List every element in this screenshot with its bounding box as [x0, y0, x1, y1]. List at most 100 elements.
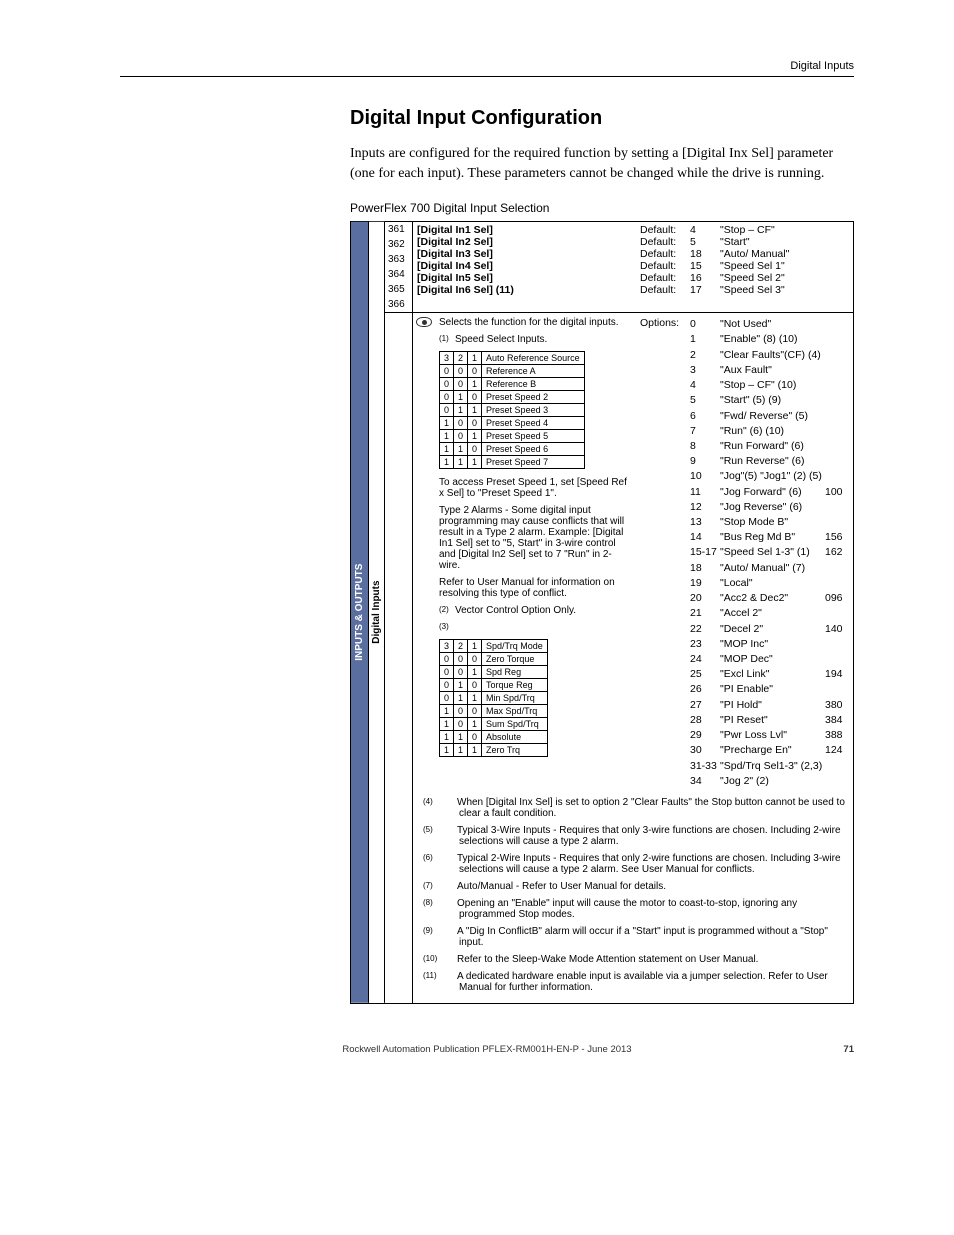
param-num: 365: [385, 282, 412, 297]
footnote-marker: (5): [441, 825, 457, 834]
option-num: 13: [690, 515, 716, 530]
table-cell: 1: [454, 744, 468, 757]
table-cell: 1: [454, 731, 468, 744]
footnote: (6)Typical 2-Wire Inputs - Requires that…: [441, 853, 847, 875]
table-cell: 0: [454, 378, 468, 391]
table-cell: Absolute: [482, 731, 548, 744]
table-cell: 1: [454, 404, 468, 417]
table-header: 1: [468, 640, 482, 653]
table-header: 1: [468, 352, 482, 365]
table-cell: 1: [454, 443, 468, 456]
default-val: "Start": [720, 236, 821, 248]
footnote-marker: (8): [441, 898, 457, 907]
option-ref: [825, 439, 851, 454]
option-val: "Speed Sel 1-3" (1): [720, 545, 821, 560]
option-val: "Excl Link": [720, 667, 821, 682]
option-num: 0: [690, 317, 716, 332]
option-num: 8: [690, 439, 716, 454]
option-val: "Not Used": [720, 317, 821, 332]
param-num: 361: [385, 222, 412, 237]
option-val: "Pwr Loss Lvl": [720, 728, 821, 743]
footnote-text: Refer to the Sleep-Wake Mode Attention s…: [457, 954, 758, 965]
option-ref: [825, 759, 851, 774]
table-header: 2: [454, 352, 468, 365]
footnote: (10)Refer to the Sleep-Wake Mode Attenti…: [441, 954, 847, 965]
footnote-marker: (6): [441, 853, 457, 862]
type2-note: Type 2 Alarms - Some digital input progr…: [439, 505, 632, 571]
option-num: 1: [690, 332, 716, 347]
option-ref: 124: [825, 743, 851, 758]
default-label: Default:: [640, 236, 686, 248]
option-val: "Start" (5) (9): [720, 393, 821, 408]
table-caption: PowerFlex 700 Digital Input Selection: [350, 201, 854, 215]
option-val: "PI Enable": [720, 682, 821, 697]
refer-note: Refer to User Manual for information on …: [439, 577, 632, 599]
footnote: (9)A "Dig In ConflictB" alarm will occur…: [441, 926, 847, 948]
footnote-text: When [Digital Inx Sel] is set to option …: [457, 797, 845, 819]
option-num: 12: [690, 500, 716, 515]
table-cell: 1: [468, 744, 482, 757]
option-val: "Run" (6) (10): [720, 424, 821, 439]
table-cell: 0: [440, 692, 454, 705]
table-cell: Spd Reg: [482, 666, 548, 679]
footnote: (11)A dedicated hardware enable input is…: [441, 971, 847, 993]
table-cell: 0: [440, 653, 454, 666]
option-val: "Acc2 & Dec2": [720, 591, 821, 606]
option-num: 30: [690, 743, 716, 758]
default-val: "Speed Sel 3": [720, 284, 821, 296]
note-text: Vector Control Option Only.: [455, 605, 576, 616]
option-ref: 194: [825, 667, 851, 682]
option-val: "Aux Fault": [720, 363, 821, 378]
table-cell: 1: [468, 404, 482, 417]
option-num: 28: [690, 713, 716, 728]
footnote-text: Typical 3-Wire Inputs - Requires that on…: [457, 825, 841, 847]
default-label: Default:: [640, 272, 686, 284]
table-cell: Preset Speed 7: [482, 456, 585, 469]
option-ref: [825, 378, 851, 393]
option-ref: [825, 561, 851, 576]
vertical-band-outer: INPUTS & OUTPUTS: [351, 222, 369, 1003]
param-label: [Digital In2 Sel]: [417, 236, 634, 248]
selects-line: Selects the function for the digital inp…: [439, 317, 632, 328]
option-ref: [825, 409, 851, 424]
table-cell: 0: [440, 365, 454, 378]
default-val: "Speed Sel 2": [720, 272, 821, 284]
default-num: 15: [690, 260, 716, 272]
table-cell: Reference A: [482, 365, 585, 378]
option-val: "PI Reset": [720, 713, 821, 728]
option-ref: [825, 363, 851, 378]
table-cell: 0: [468, 417, 482, 430]
spd-trq-table: 321Spd/Trq Mode000Zero Torque001Spd Reg0…: [439, 639, 548, 757]
default-num: 17: [690, 284, 716, 296]
option-num: 7: [690, 424, 716, 439]
option-val: "Fwd/ Reverse" (5): [720, 409, 821, 424]
option-ref: [825, 454, 851, 469]
eye-icon: [416, 317, 432, 327]
options-label: Options:: [640, 317, 686, 329]
footnote: (8)Opening an "Enable" input will cause …: [441, 898, 847, 920]
table-cell: 1: [468, 430, 482, 443]
option-num: 11: [690, 485, 716, 500]
option-num: 21: [690, 606, 716, 621]
option-ref: [825, 576, 851, 591]
option-ref: 162: [825, 545, 851, 560]
table-cell: 0: [454, 705, 468, 718]
table-cell: 1: [454, 692, 468, 705]
table-cell: Min Spd/Trq: [482, 692, 548, 705]
option-ref: 380: [825, 698, 851, 713]
table-cell: 0: [454, 417, 468, 430]
option-num: 6: [690, 409, 716, 424]
table-cell: Sum Spd/Trq: [482, 718, 548, 731]
option-num: 14: [690, 530, 716, 545]
table-cell: 0: [440, 679, 454, 692]
footnote-marker: (10): [441, 954, 457, 963]
table-cell: 1: [454, 456, 468, 469]
table-cell: 1: [454, 679, 468, 692]
footnote-text: Auto/Manual - Refer to User Manual for d…: [457, 881, 666, 892]
table-cell: 1: [440, 456, 454, 469]
option-ref: [825, 637, 851, 652]
option-val: "Stop Mode B": [720, 515, 821, 530]
param-num: 364: [385, 267, 412, 282]
footer-page-number: 71: [843, 1044, 854, 1055]
option-val: "Jog Forward" (6): [720, 485, 821, 500]
